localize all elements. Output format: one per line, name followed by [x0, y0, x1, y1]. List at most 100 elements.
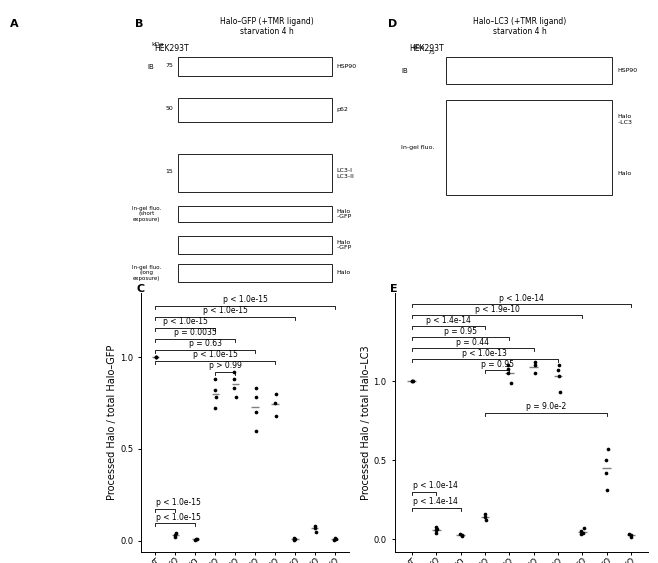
Text: p < 1.0e-15: p < 1.0e-15 [157, 498, 201, 507]
Bar [178, 206, 332, 222]
Point [554, 372, 565, 381]
Point [270, 412, 281, 421]
Point [529, 361, 540, 370]
Point [530, 358, 540, 367]
Text: p62: p62 [337, 108, 349, 113]
Text: p > 0.99: p > 0.99 [209, 361, 241, 370]
Point [330, 534, 340, 543]
Point [480, 516, 491, 525]
Bar [178, 154, 332, 193]
Text: p = 0.95: p = 0.95 [480, 360, 514, 369]
Point [270, 399, 280, 408]
Text: Halo–LC3 (+TMR ligand)
starvation 4 h: Halo–LC3 (+TMR ligand) starvation 4 h [473, 17, 567, 36]
Point [309, 521, 320, 530]
Point [431, 523, 442, 532]
Point [210, 386, 220, 395]
Text: IB: IB [147, 64, 154, 70]
Text: 15: 15 [166, 169, 173, 175]
Point [191, 534, 202, 543]
Text: p < 1.0e-13: p < 1.0e-13 [463, 349, 507, 358]
Text: A: A [11, 19, 19, 29]
Text: kDa: kDa [151, 42, 164, 47]
Point [210, 404, 220, 413]
Point [151, 352, 161, 361]
Point [601, 486, 612, 495]
Text: HSP90: HSP90 [617, 68, 638, 73]
Point [251, 393, 261, 402]
Text: p = 0.63: p = 0.63 [189, 339, 222, 348]
Y-axis label: Processed Halo / total Halo–GFP: Processed Halo / total Halo–GFP [107, 345, 117, 500]
Point [455, 530, 465, 539]
Bar [446, 100, 612, 195]
Point [329, 535, 340, 544]
Point [228, 367, 239, 376]
Point [602, 445, 613, 454]
Point [170, 529, 181, 538]
Point [553, 365, 563, 374]
Point [190, 535, 201, 544]
Text: HSP90: HSP90 [337, 64, 357, 69]
Point [151, 352, 161, 361]
Point [626, 532, 636, 541]
Point [431, 528, 442, 537]
Point [576, 527, 586, 536]
Bar [178, 57, 332, 76]
Bar [178, 264, 332, 282]
Point [210, 374, 220, 383]
Text: B: B [135, 19, 143, 29]
Text: 75: 75 [165, 62, 173, 68]
Text: p < 1.0e-15: p < 1.0e-15 [193, 350, 238, 359]
Point [310, 524, 320, 533]
Text: p < 1.9e-10: p < 1.9e-10 [474, 305, 520, 314]
Point [578, 524, 589, 533]
Point [555, 388, 565, 397]
Text: p = 9.0e-2: p = 9.0e-2 [526, 403, 566, 412]
Text: Halo–GFP (+TMR ligand)
starvation 4 h: Halo–GFP (+TMR ligand) starvation 4 h [220, 17, 314, 36]
Point [553, 361, 564, 370]
Point [480, 512, 490, 521]
Point [290, 534, 301, 543]
Text: D: D [388, 19, 397, 29]
Bar [178, 98, 332, 122]
Text: p < 1.0e-15: p < 1.0e-15 [222, 296, 268, 305]
Text: p < 1.4e-14: p < 1.4e-14 [426, 316, 471, 325]
Text: p < 1.0e-14: p < 1.0e-14 [413, 481, 458, 490]
Text: p < 1.0e-15: p < 1.0e-15 [203, 306, 247, 315]
Point [191, 534, 201, 543]
Point [480, 510, 490, 519]
Point [503, 364, 513, 373]
Point [251, 384, 261, 393]
Point [311, 527, 321, 536]
Bar [446, 57, 612, 84]
Text: 75: 75 [428, 51, 436, 56]
Point [289, 535, 299, 544]
Point [251, 426, 262, 435]
Point [626, 531, 636, 540]
Text: kDa: kDa [413, 45, 425, 50]
Point [251, 408, 261, 417]
Point [211, 393, 221, 402]
Text: p = 0.44: p = 0.44 [456, 338, 490, 347]
Point [457, 531, 467, 540]
Text: Halo: Halo [337, 270, 351, 275]
Text: p < 1.4e-14: p < 1.4e-14 [413, 497, 458, 506]
Text: In-gel fluo.
(short
exposure): In-gel fluo. (short exposure) [132, 205, 161, 222]
Text: p = 0.0035: p = 0.0035 [174, 328, 216, 337]
Text: Halo
–GFP: Halo –GFP [337, 240, 352, 251]
Text: Halo
–GFP: Halo –GFP [337, 208, 352, 220]
Text: In-gel fluo.: In-gel fluo. [401, 145, 435, 150]
Text: E: E [390, 284, 398, 294]
Point [231, 393, 241, 402]
Point [170, 533, 181, 542]
Point [576, 530, 586, 539]
Text: p < 1.0e-14: p < 1.0e-14 [499, 293, 544, 302]
Point [431, 526, 442, 535]
Text: In-gel fluo.
(long
exposure): In-gel fluo. (long exposure) [132, 265, 161, 281]
Point [432, 524, 442, 533]
Point [505, 378, 516, 387]
Point [457, 531, 467, 540]
Point [407, 377, 417, 386]
Point [578, 528, 588, 537]
Point [170, 531, 180, 540]
Text: HEK293T: HEK293T [409, 44, 444, 53]
